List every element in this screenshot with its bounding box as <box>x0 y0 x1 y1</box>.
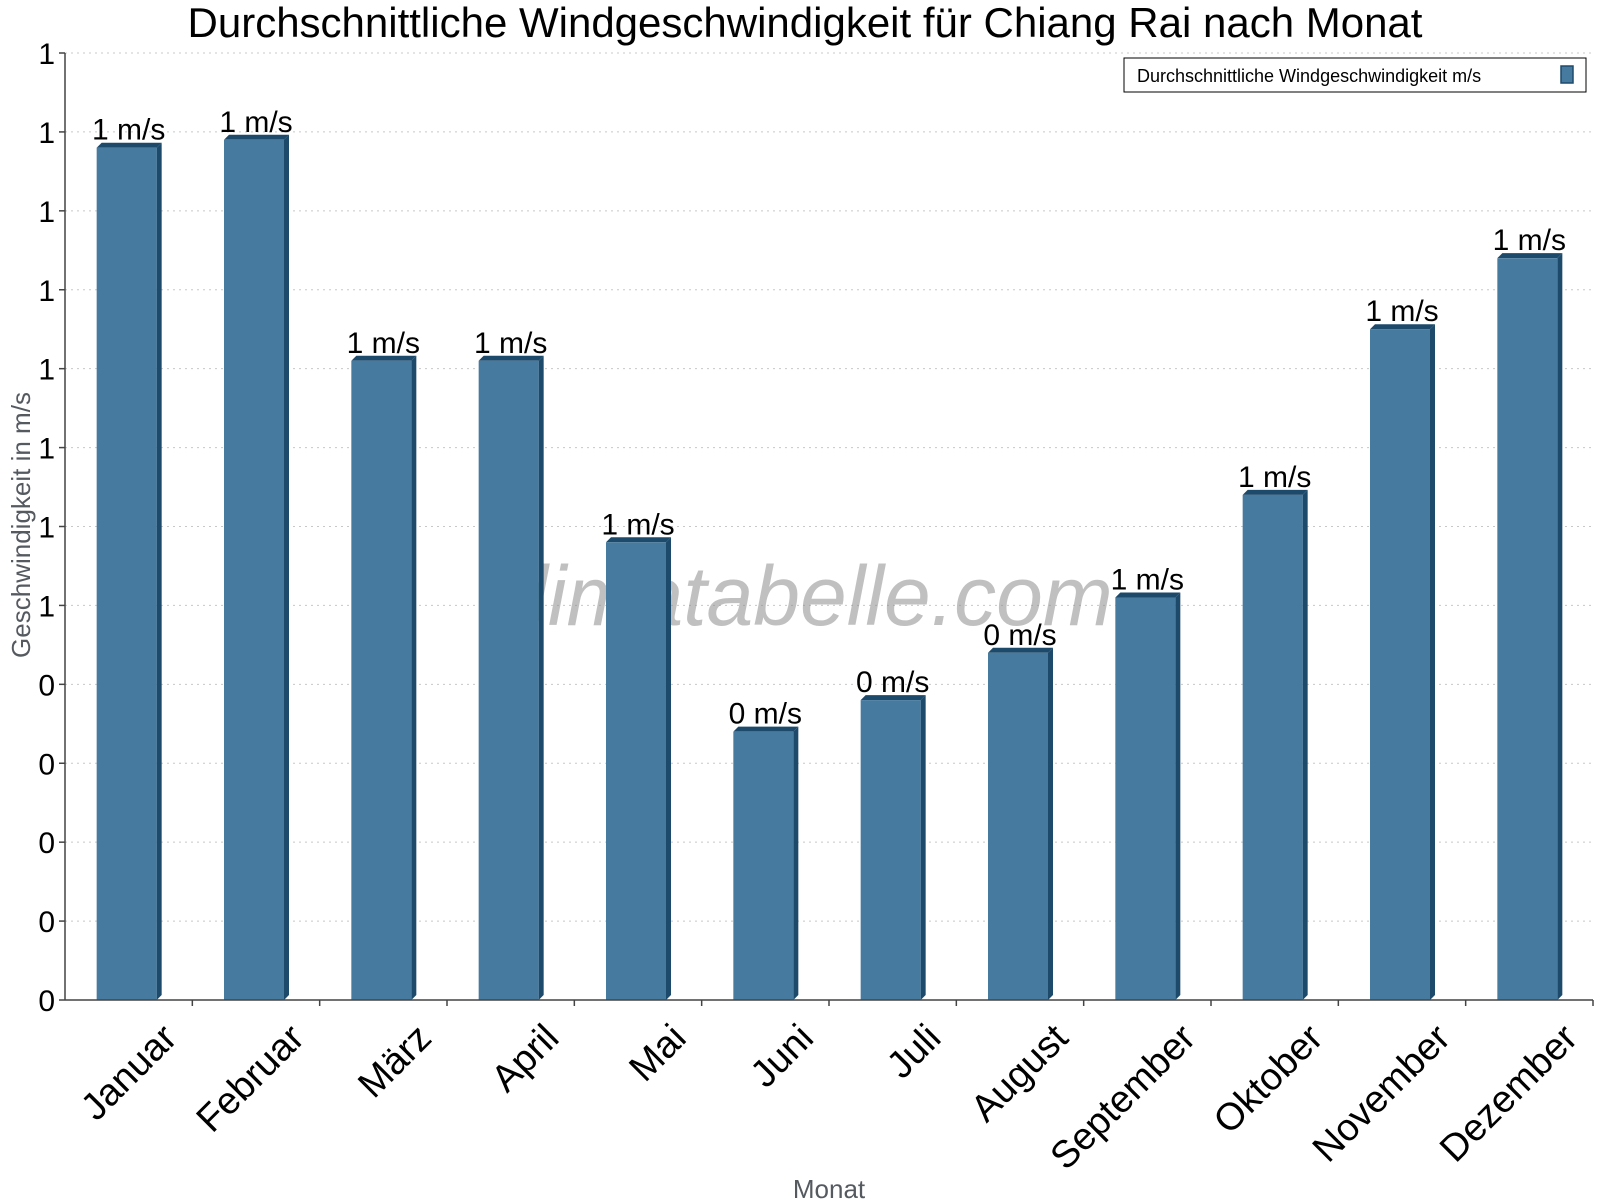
bar-top <box>1497 253 1563 259</box>
value-label: 1 m/s <box>1493 224 1566 257</box>
value-label: 1 m/s <box>1238 461 1311 494</box>
y-tick-label: 0 <box>38 906 55 939</box>
bar-side <box>1048 647 1053 1000</box>
bar-top <box>1242 489 1308 495</box>
grid-lines <box>65 52 1593 922</box>
bar <box>96 147 157 1000</box>
y-tick-label: 1 <box>38 117 55 150</box>
bar <box>351 360 412 1000</box>
y-tick-label: 0 <box>38 985 55 1018</box>
value-label: 1 m/s <box>1365 295 1438 328</box>
y-tick-label: 1 <box>38 354 55 387</box>
bar-side <box>920 695 926 1000</box>
y-tick-label: 1 <box>38 512 55 545</box>
legend-box <box>1123 57 1587 93</box>
bar-side <box>1175 592 1181 1000</box>
x-tick-label: März <box>350 1017 439 1106</box>
bar-top <box>224 134 289 140</box>
bar-side <box>411 355 417 1000</box>
bar-top <box>606 537 671 543</box>
bar <box>1497 258 1558 1000</box>
x-tick-label: Mai <box>622 1017 695 1090</box>
bar-side <box>793 726 799 1000</box>
x-tick-label: August <box>963 1017 1077 1131</box>
value-label: 1 m/s <box>474 327 547 360</box>
bar-top <box>96 142 162 148</box>
legend-label: Durchschnittliche Windgeschwindigkeit m/… <box>1137 66 1481 86</box>
y-tick-label: 1 <box>38 433 55 466</box>
x-axis-title: Monat <box>793 1174 866 1200</box>
y-tick-label: 1 <box>38 38 55 71</box>
y-tick-label: 0 <box>38 669 55 702</box>
bar-top <box>733 726 799 732</box>
y-tick-label: 0 <box>38 827 55 860</box>
value-label: 0 m/s <box>983 619 1056 652</box>
y-tick-label: 0 <box>38 748 55 781</box>
chart-title: Durchschnittliche Windgeschwindigkeit fü… <box>188 0 1423 46</box>
value-label: 1 m/s <box>1111 564 1184 597</box>
x-tick-label: Juni <box>743 1017 822 1096</box>
x-tick-label: Februar <box>189 1017 313 1141</box>
bars <box>96 134 1563 1000</box>
bar <box>733 731 794 1000</box>
bar-side <box>1302 489 1308 1000</box>
value-label: 0 m/s <box>856 666 929 699</box>
value-label: 0 m/s <box>729 698 802 731</box>
bar <box>1370 329 1430 1000</box>
legend: Durchschnittliche Windgeschwindigkeit m/… <box>1123 57 1587 93</box>
bar <box>606 542 666 1000</box>
bar-side <box>1557 253 1563 1000</box>
value-label: 1 m/s <box>347 327 420 360</box>
x-tick-label: April <box>484 1017 567 1100</box>
bar <box>1115 597 1176 1000</box>
y-tick-label: 1 <box>38 275 55 308</box>
x-tick-label: Juli <box>879 1017 949 1087</box>
bar-top <box>1115 592 1181 598</box>
y-axis-title: Geschwindigkeit in m/s <box>6 392 36 658</box>
value-label: 1 m/s <box>601 508 674 541</box>
x-tick-label: November <box>1305 1017 1459 1171</box>
bar-top <box>478 355 544 361</box>
bar-side <box>538 355 544 1000</box>
bar <box>478 360 539 1000</box>
x-tick-label: Januar <box>73 1017 185 1129</box>
bar <box>860 700 921 1000</box>
watermark: klimatabelle.com <box>487 549 1113 643</box>
y-tick-label: 1 <box>38 196 55 229</box>
x-tick-label: Dezember <box>1432 1017 1586 1171</box>
y-tick-label: 1 <box>38 590 55 623</box>
bar-side <box>1430 324 1435 1000</box>
value-label: 1 m/s <box>219 106 292 139</box>
value-labels: 1 m/s 1 m/s 1 m/s 1 m/s 1 m/s 0 m/s 0 m/s 0 m/s… <box>92 106 1566 731</box>
bar-top <box>860 695 926 701</box>
bar <box>224 139 284 1000</box>
legend-swatch <box>1560 65 1574 84</box>
x-ticks: Januar Februar März April Mai Juni Juli AugustS… <box>73 1000 1594 1178</box>
bar-side <box>156 142 162 1000</box>
y-ticks: 0 0 0 0 0 1 1 1 1 1 1 1 1 <box>38 38 65 1018</box>
bar-top <box>988 647 1053 653</box>
bar <box>988 652 1048 1000</box>
value-label: 1 m/s <box>92 114 165 147</box>
x-tick-label: Oktober <box>1206 1017 1332 1143</box>
bar-top <box>1370 324 1435 330</box>
bar-top <box>351 355 417 361</box>
bar-side <box>284 134 289 1000</box>
bar <box>1242 494 1303 1000</box>
bar-side <box>666 537 671 1000</box>
